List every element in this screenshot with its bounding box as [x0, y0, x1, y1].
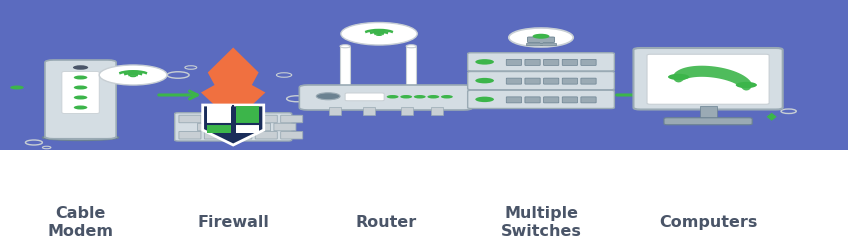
FancyBboxPatch shape — [506, 78, 522, 84]
Circle shape — [74, 96, 87, 100]
FancyBboxPatch shape — [664, 118, 752, 125]
Circle shape — [475, 78, 494, 83]
FancyBboxPatch shape — [345, 93, 384, 101]
Bar — [329, 107, 341, 115]
Ellipse shape — [406, 45, 416, 48]
FancyBboxPatch shape — [45, 60, 116, 139]
FancyBboxPatch shape — [179, 115, 201, 123]
Bar — [340, 48, 350, 89]
FancyBboxPatch shape — [198, 123, 220, 131]
FancyBboxPatch shape — [468, 72, 614, 90]
FancyBboxPatch shape — [255, 132, 277, 139]
Circle shape — [74, 86, 87, 89]
FancyBboxPatch shape — [581, 59, 596, 65]
FancyBboxPatch shape — [281, 132, 303, 139]
Circle shape — [74, 106, 87, 110]
FancyBboxPatch shape — [506, 97, 522, 103]
FancyBboxPatch shape — [230, 132, 252, 139]
Text: Computers: Computers — [659, 215, 757, 230]
Polygon shape — [203, 105, 264, 145]
Circle shape — [475, 59, 494, 64]
Bar — [0, 0, 848, 150]
Text: Multiple
Switches: Multiple Switches — [500, 206, 582, 239]
FancyBboxPatch shape — [544, 78, 559, 84]
Bar — [0, 150, 848, 250]
Circle shape — [99, 65, 167, 85]
Polygon shape — [201, 48, 265, 116]
Ellipse shape — [42, 134, 119, 140]
FancyBboxPatch shape — [281, 115, 303, 123]
Circle shape — [414, 95, 426, 98]
Bar — [363, 107, 375, 115]
Circle shape — [387, 95, 399, 98]
FancyBboxPatch shape — [633, 48, 783, 110]
FancyBboxPatch shape — [525, 59, 540, 65]
FancyBboxPatch shape — [248, 123, 271, 131]
Circle shape — [400, 95, 412, 98]
Circle shape — [475, 96, 494, 102]
FancyBboxPatch shape — [506, 59, 522, 65]
FancyBboxPatch shape — [255, 115, 277, 123]
FancyBboxPatch shape — [62, 72, 99, 114]
Polygon shape — [207, 106, 231, 123]
FancyBboxPatch shape — [468, 53, 614, 71]
FancyBboxPatch shape — [647, 54, 769, 104]
FancyBboxPatch shape — [204, 132, 226, 139]
FancyBboxPatch shape — [525, 78, 540, 84]
Circle shape — [341, 22, 417, 45]
Text: Firewall: Firewall — [198, 215, 269, 230]
Polygon shape — [207, 124, 231, 132]
Circle shape — [533, 34, 550, 39]
Text: Cable
Modem: Cable Modem — [47, 206, 114, 239]
FancyBboxPatch shape — [525, 97, 540, 103]
Circle shape — [376, 34, 382, 36]
FancyBboxPatch shape — [468, 90, 614, 108]
Circle shape — [10, 86, 24, 89]
FancyBboxPatch shape — [179, 132, 201, 139]
Bar — [526, 43, 556, 45]
Circle shape — [74, 76, 87, 80]
FancyBboxPatch shape — [175, 113, 292, 141]
Bar — [700, 106, 717, 120]
FancyBboxPatch shape — [544, 59, 559, 65]
Circle shape — [130, 75, 137, 77]
Circle shape — [509, 28, 573, 47]
FancyBboxPatch shape — [544, 97, 559, 103]
FancyBboxPatch shape — [204, 115, 226, 123]
Polygon shape — [236, 106, 259, 123]
FancyBboxPatch shape — [562, 59, 577, 65]
Polygon shape — [767, 113, 777, 121]
Circle shape — [427, 95, 439, 98]
FancyBboxPatch shape — [299, 85, 472, 110]
FancyBboxPatch shape — [223, 123, 245, 131]
FancyBboxPatch shape — [230, 115, 252, 123]
Bar — [431, 107, 443, 115]
FancyBboxPatch shape — [581, 97, 596, 103]
FancyBboxPatch shape — [562, 78, 577, 84]
Ellipse shape — [340, 45, 350, 48]
FancyBboxPatch shape — [562, 97, 577, 103]
Bar — [406, 48, 416, 89]
Circle shape — [73, 65, 88, 70]
Ellipse shape — [668, 74, 689, 80]
FancyBboxPatch shape — [274, 123, 296, 131]
Text: Router: Router — [355, 215, 416, 230]
Polygon shape — [236, 124, 259, 132]
Ellipse shape — [736, 82, 757, 88]
Circle shape — [316, 93, 340, 100]
Bar — [401, 107, 413, 115]
FancyBboxPatch shape — [527, 37, 555, 43]
FancyBboxPatch shape — [581, 78, 596, 84]
Circle shape — [441, 95, 453, 98]
